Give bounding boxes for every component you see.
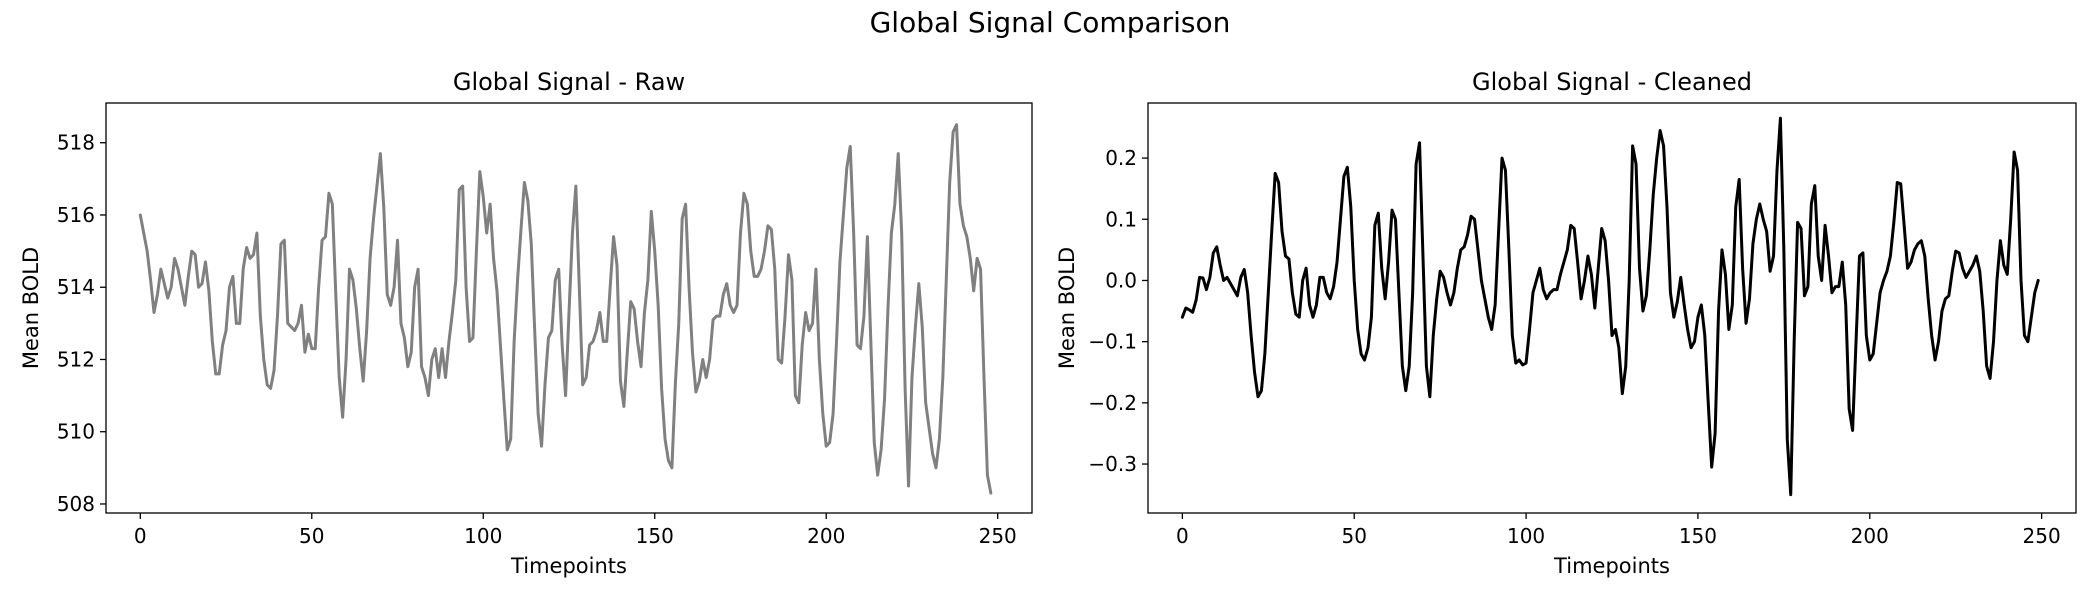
series-line-1 [1180, 116, 2040, 497]
axes-frame [105, 102, 1033, 514]
y-tick-label: −0.2 [1088, 391, 1137, 415]
y-axis-label: Mean BOLD [19, 247, 43, 369]
x-tick-label: 100 [1507, 524, 1545, 548]
y-tick-label: 0.0 [1105, 268, 1137, 292]
subplot-title: Global Signal - Raw [453, 68, 685, 96]
x-tick-label: 50 [299, 524, 324, 548]
subplot-2: 0 50 100 150 200 250 −0.3 −0.2 −0.1 0.0 0.1 0.2 Glob… [1055, 68, 2077, 578]
subplot-1: 0 50 100 150 200 250 508 510 512 514 516 518 Global … [19, 68, 1033, 578]
subplots: 0 50 100 150 200 250 508 510 512 514 516 518 Global … [19, 68, 2077, 578]
x-tick-label: 0 [1176, 524, 1189, 548]
y-tick-label: 516 [57, 203, 95, 227]
x-axis-label: Timepoints [510, 554, 627, 578]
figure-title: Global Signal Comparison [870, 6, 1231, 39]
y-tick-label: 512 [57, 347, 95, 371]
series-line-1 [138, 123, 993, 495]
y-tick-label: 0.1 [1105, 207, 1137, 231]
y-tick-label: −0.3 [1088, 452, 1137, 476]
x-tick-label: 50 [1341, 524, 1366, 548]
y-tick-label: −0.1 [1088, 330, 1137, 354]
y-tick-label: 510 [57, 420, 95, 444]
x-tick-label: 200 [807, 524, 845, 548]
x-tick-label: 100 [464, 524, 502, 548]
y-axis-label: Mean BOLD [1055, 247, 1079, 369]
y-tick-label: 508 [57, 492, 95, 516]
y-tick-label: 0.2 [1105, 146, 1137, 170]
x-tick-label: 250 [2023, 524, 2061, 548]
x-tick-label: 200 [1851, 524, 1889, 548]
subplot-title: Global Signal - Cleaned [1472, 68, 1752, 96]
axes-frame [1147, 102, 2077, 514]
y-tick-label: 518 [57, 131, 95, 155]
x-axis-label: Timepoints [1553, 554, 1670, 578]
y-tick-label: 514 [57, 275, 95, 299]
x-tick-label: 250 [979, 524, 1017, 548]
x-tick-label: 150 [636, 524, 674, 548]
x-tick-label: 150 [1679, 524, 1717, 548]
x-tick-label: 0 [134, 524, 147, 548]
